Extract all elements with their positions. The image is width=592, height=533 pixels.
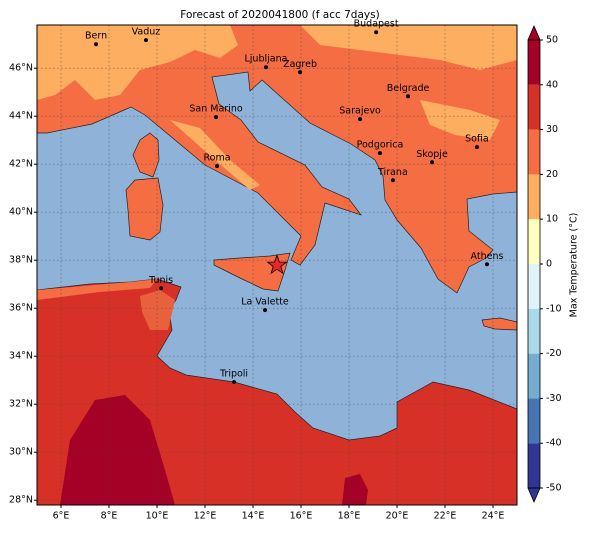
city-label: La Valette [241,297,289,308]
city-dot [94,42,99,47]
city-label: Skopje [416,149,448,160]
y-tick-label: 44°N [9,111,33,122]
crete [481,317,517,331]
city-dot [406,94,411,99]
x-tick-label: 16°E [290,511,313,522]
city-label: Podgorica [357,140,404,151]
colorbar-tick-label: -20 [546,348,562,359]
colorbar-extend-bottom [527,487,541,504]
x-tick-label: 22°E [434,511,457,522]
city-dot [377,151,382,156]
balkan-cooler [300,25,517,70]
balkan-cooler [420,100,500,140]
colorbar-band [528,174,540,220]
colorbar-tick-label: -30 [546,393,562,404]
colorbar-band [528,129,540,175]
colorbar-band [528,84,540,130]
city-dot [214,115,219,120]
city-dot [390,178,395,183]
y-tick-label: 36°N [9,303,33,314]
map-area [37,25,517,505]
colorbar-tick-label: 20 [546,169,558,180]
colorbar-band [528,398,540,444]
x-tick-label: 10°E [146,511,169,522]
y-tick-label: 34°N [9,351,33,362]
colorbar-band [528,219,540,264]
colorbar: -50 -40 -30 -20 -10 0 10 20 30 40 50 [527,24,562,504]
grid: 6°E 8°E 10°E 12°E 14°E 16°E 18°E 20°E 22°E 24°E 28… [9,25,517,522]
city-label: San Marino [189,104,242,115]
city-label: Tunis [148,275,173,286]
y-tick-label: 38°N [9,255,33,266]
coastal-strip [140,290,175,330]
city-dot [159,286,164,291]
colorbar-tick-label: 50 [546,35,558,46]
city-dot [215,164,219,169]
city-dot [263,308,267,313]
colorbar-band [528,308,540,354]
city-label: Bern [85,31,107,42]
corsica [132,132,160,178]
y-tick-label: 46°N [9,63,33,74]
y-tick-label: 32°N [9,399,33,410]
x-tick-label: 8°E [101,511,118,522]
city-dot [358,117,363,122]
y-tick-label: 42°N [9,159,33,170]
alps-cooler [37,25,238,100]
colorbar-band [528,40,540,85]
city-dot [143,38,148,43]
colorbar-tick-label: -10 [546,303,562,314]
colorbar-tick-label: -50 [546,483,562,494]
colorbar-label: Max Temperature (°C) [569,213,580,318]
event-star [266,253,288,275]
apennine-cooler [170,120,260,190]
x-tick-label: 12°E [194,511,217,522]
x-tick-label: 18°E [338,511,361,522]
sardinia [125,177,164,241]
colorbar-tick-label: 10 [546,214,558,225]
colorbar-band [528,353,540,399]
y-tick-label: 40°N [9,207,33,218]
x-tick-label: 20°E [386,511,409,522]
city-label: Ljubljana [244,54,287,65]
y-tick-label: 30°N [9,447,33,458]
colorbar-band [528,264,540,309]
colorbar-tick-label: -40 [546,438,562,449]
city-dot [474,145,479,150]
city-dot [485,262,489,267]
city-label: Belgrade [387,83,430,94]
city-label: Sarajevo [339,106,381,117]
x-tick-label: 6°E [53,511,70,522]
city-label: Roma [203,153,230,164]
colorbar-tick-label: 40 [546,79,558,90]
city-label: Athens [471,251,504,262]
city-dot [430,160,435,165]
city-label: Zagreb [283,59,317,70]
coastal-strip [37,279,157,300]
city-label: Budapest [354,19,399,30]
colorbar-tick-label: 0 [546,259,552,270]
city-dot [232,380,237,385]
city-label: Tripoli [219,369,248,380]
x-tick-label: 14°E [242,511,265,522]
y-tick-label: 28°N [9,495,33,506]
desert-heat [342,474,368,505]
city-label: Tirana [377,167,408,178]
city-dot [374,30,379,35]
city-label: Sofia [465,134,489,145]
city-dot [263,65,268,70]
colorbar-band [528,443,540,488]
map-frame [36,24,518,506]
x-tick-label: 24°E [482,511,505,522]
colorbar-extend-top [527,24,541,41]
colorbar-tick-label: 30 [546,124,558,135]
city-label: Vaduz [132,27,161,38]
desert-heat [60,395,175,505]
map-title: Forecast of 2020041800 (f acc 7days) [180,9,379,21]
city-dot [298,70,303,75]
